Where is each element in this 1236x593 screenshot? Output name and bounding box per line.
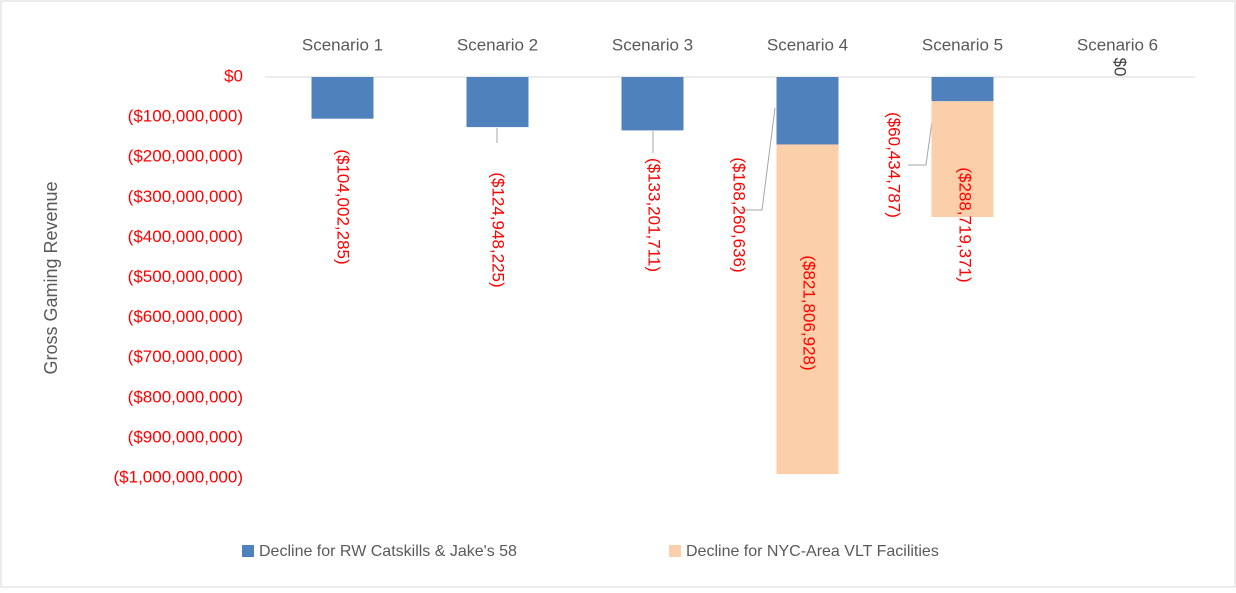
legend-swatch: [669, 545, 681, 557]
y-tick-label: ($400,000,000): [128, 227, 243, 246]
bar: [931, 77, 994, 102]
bar: [776, 144, 839, 475]
leader-line: [740, 107, 776, 211]
y-tick-label: ($500,000,000): [128, 267, 243, 286]
y-tick-label: ($700,000,000): [128, 347, 243, 366]
data-label: $0: [1111, 58, 1130, 77]
data-label: ($288,719,371): [956, 167, 975, 282]
y-tick-label: ($900,000,000): [128, 427, 243, 446]
bar: [621, 77, 684, 131]
x-tick-label: Scenario 4: [767, 35, 848, 54]
y-tick-label: ($300,000,000): [128, 187, 243, 206]
data-label: ($104,002,285): [334, 149, 353, 264]
y-axis-title: Gross Gaming Revenue: [41, 181, 61, 374]
bar: [311, 77, 374, 119]
data-label: ($60,434,787): [885, 112, 904, 218]
bar: [776, 77, 839, 145]
data-label: ($821,806,928): [800, 255, 819, 370]
y-tick-label: ($200,000,000): [128, 147, 243, 166]
x-tick-label: Scenario 2: [457, 35, 538, 54]
legend-label: Decline for NYC-Area VLT Facilities: [686, 543, 939, 560]
data-label: ($168,260,636): [730, 157, 749, 272]
y-tick-label: ($100,000,000): [128, 107, 243, 126]
data-label: ($124,948,225): [489, 172, 508, 287]
x-tick-label: Scenario 5: [922, 35, 1003, 54]
data-label: ($133,201,711): [645, 158, 664, 272]
y-tick-label: ($1,000,000,000): [114, 467, 244, 486]
legend-swatch: [242, 545, 254, 557]
x-tick-label: Scenario 3: [612, 35, 693, 54]
bar: [466, 77, 529, 128]
legend-label: Decline for RW Catskills & Jake's 58: [259, 543, 517, 560]
y-tick-label: ($600,000,000): [128, 307, 243, 326]
x-tick-label: Scenario 6: [1077, 35, 1158, 54]
bar: [931, 101, 994, 218]
y-tick-label: $0: [224, 66, 243, 85]
x-tick-label: Scenario 1: [302, 35, 383, 54]
y-tick-label: ($800,000,000): [128, 387, 243, 406]
